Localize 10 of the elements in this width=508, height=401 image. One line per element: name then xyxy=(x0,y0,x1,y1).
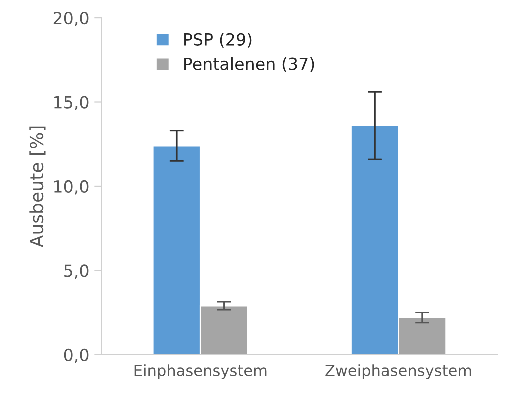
y-tick-label: 5,0 xyxy=(64,264,89,279)
legend-label: PSP (29) xyxy=(184,33,252,48)
y-tick-label: 0,0 xyxy=(64,348,89,364)
y-tick-label: 15,0 xyxy=(54,96,89,111)
legend-label: Pentalenen (37) xyxy=(184,58,314,72)
y-tick-label: 10,0 xyxy=(54,180,89,195)
x-tick-label: Einphasensystem xyxy=(134,364,267,380)
x-tick-label: Zweiphasensystem xyxy=(326,364,472,380)
y-axis-title: Ausbeute [%] xyxy=(30,126,46,248)
y-tick-label: 20,0 xyxy=(54,12,89,26)
